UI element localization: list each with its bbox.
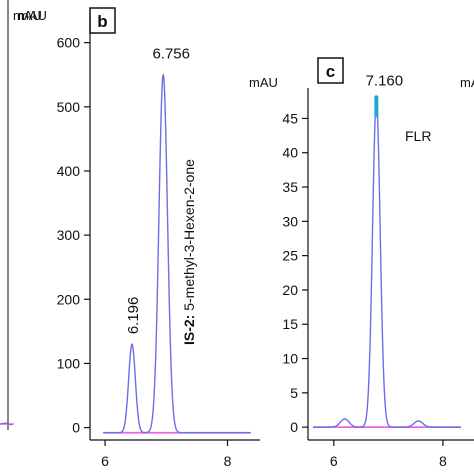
y-tick-label: 100: [57, 355, 81, 371]
panel-b-y-ticks: 0 100 200 300 400 500 600: [57, 35, 90, 436]
y-tick-label: 600: [57, 35, 81, 51]
panel-c-signal-trace: [313, 98, 461, 428]
panel-b-letter: b: [97, 12, 107, 31]
panel-c-ylabel: mAU: [249, 75, 278, 90]
panel-b-peak-labels: 6.196 6.756: [125, 46, 190, 334]
panel-b-ylabel: mAU: [18, 8, 47, 23]
panel-b-letter-box: [89, 7, 116, 34]
left-panel-ylabel: mAU: [13, 8, 42, 23]
y-tick-label: 45: [282, 110, 298, 126]
peak-label: 7.160: [366, 72, 404, 89]
y-tick-label: 20: [282, 282, 298, 298]
y-tick-label: 0: [290, 419, 298, 435]
x-tick-label: 8: [224, 453, 232, 469]
y-tick-label: 35: [282, 179, 298, 195]
right-panel-ylabel: mAU: [460, 75, 474, 90]
y-tick-label: 40: [282, 145, 298, 161]
y-tick-label: 200: [57, 291, 81, 307]
panel-c-y-ticks: 0 5 10 15 20 25 30 35 40 45: [282, 110, 308, 435]
y-tick-label: 15: [282, 316, 298, 332]
y-tick-label: 30: [282, 213, 298, 229]
panel-b-annotation-rest: 5-methyl-3-Hexen-2-one: [181, 159, 197, 315]
panel-c-letter-box: [317, 57, 344, 84]
x-tick-label: 6: [330, 453, 338, 469]
y-tick-label: 0: [72, 420, 80, 436]
x-tick-label: 8: [439, 453, 447, 469]
y-tick-label: 300: [57, 227, 81, 243]
y-tick-label: 500: [57, 99, 81, 115]
peak-label: 6.756: [152, 46, 190, 63]
panel-b-signal-trace: [103, 73, 251, 434]
left-panel-signal: [0, 422, 13, 426]
y-tick-label: 5: [290, 385, 298, 401]
panel-b-annotation-bold: IS-2:: [181, 315, 197, 345]
y-tick-label: 400: [57, 163, 81, 179]
peak-label: 6.196: [125, 297, 142, 335]
x-tick-label: 6: [101, 453, 109, 469]
panel-b-compound-annotation: IS-2: 5-methyl-3-Hexen-2-one: [181, 159, 197, 345]
y-tick-label: 10: [282, 351, 298, 367]
panel-c-letter: c: [326, 62, 335, 81]
y-tick-label: 25: [282, 248, 298, 264]
panel-c-peak-labels: 7.160: [366, 72, 404, 118]
panel-c-compound-annotation: FLR: [405, 128, 431, 144]
